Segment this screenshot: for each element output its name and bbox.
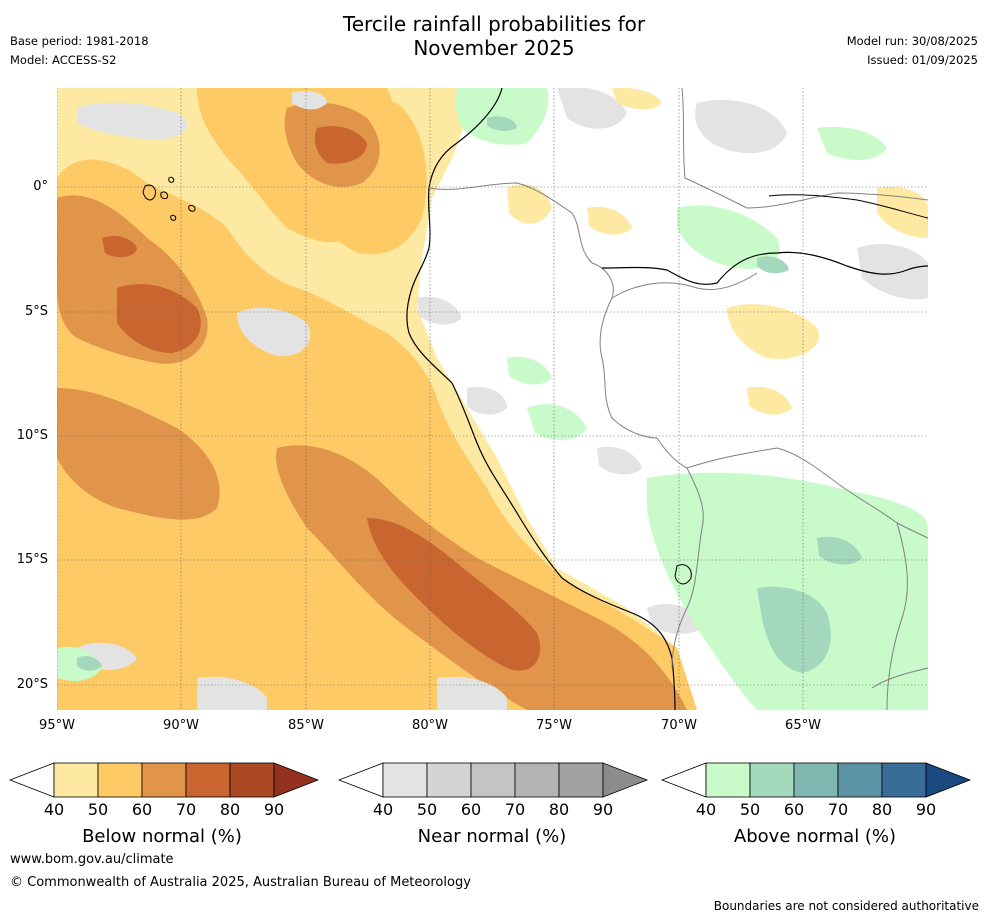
land-below-patches xyxy=(507,88,928,415)
below-normal-colorbar xyxy=(8,762,320,798)
lon-label-85w: 85°W xyxy=(288,718,324,733)
below-50-region-west xyxy=(57,159,697,710)
below-60-region-mid xyxy=(57,388,220,520)
model-text: Model: ACCESS-S2 xyxy=(10,53,117,67)
below-colorbar-tick-50: 50 xyxy=(87,800,109,819)
below-60-region-south xyxy=(276,445,687,710)
below-colorbar-tick-60: 60 xyxy=(131,800,153,819)
near-colorbar-band-40 xyxy=(382,762,428,798)
copyright-text: © Commonwealth of Australia 2025, Austra… xyxy=(10,875,471,890)
header-right: Model run: 30/08/2025 Issued: 01/09/2025 xyxy=(847,32,978,70)
map-gridlines xyxy=(57,88,928,710)
below-70-region-small xyxy=(102,236,137,258)
website-text: www.bom.gov.au/climate xyxy=(10,852,174,867)
below-70-region-coastal xyxy=(367,518,541,671)
below-colorbar-tick-80: 80 xyxy=(219,800,241,819)
near-colorbar-band-80 xyxy=(558,762,604,798)
above-colorbar-tick-50: 50 xyxy=(739,800,761,819)
model-run-text: Model run: 30/08/2025 xyxy=(846,34,978,48)
near-colorbar-tick-90: 90 xyxy=(592,800,614,819)
below-colorbar-tick-90: 90 xyxy=(263,800,285,819)
amazon-river xyxy=(601,251,928,285)
above-colorbar-tick-80: 80 xyxy=(871,800,893,819)
above-normal-title: Above normal (%) xyxy=(733,826,897,847)
lat-label-10s: 10°S xyxy=(16,428,48,443)
lon-label-80w: 80°W xyxy=(412,718,448,733)
above-colorbar-band-50 xyxy=(749,762,795,798)
above-normal-colorbar xyxy=(660,762,972,798)
base-period-text: Base period: 1981-2018 xyxy=(10,34,149,48)
lake-titicaca xyxy=(674,564,692,585)
lon-label-90w: 90°W xyxy=(163,718,199,733)
lon-label-95w: 95°W xyxy=(39,718,75,733)
near-normal-colorbar xyxy=(337,762,649,798)
near-colorbar-low-extend xyxy=(337,762,384,798)
lat-label-0: 0° xyxy=(33,179,48,194)
above-colorbar-tick-40: 40 xyxy=(695,800,717,819)
below-colorbar-band-80 xyxy=(229,762,275,798)
below-70-region-west xyxy=(117,284,201,353)
below-colorbar-high-extend xyxy=(273,762,320,798)
near-colorbar-tick-40: 40 xyxy=(372,800,394,819)
galapagos-islands xyxy=(142,176,196,221)
below-colorbar-low-extend xyxy=(8,762,55,798)
lon-label-65w: 65°W xyxy=(785,718,821,733)
above-colorbar-band-70 xyxy=(837,762,883,798)
near-colorbar-band-60 xyxy=(470,762,516,798)
map-title: Tercile rainfall probabilities for Novem… xyxy=(0,12,988,60)
lat-label-5s: 5°S xyxy=(24,304,48,319)
above-colorbar-band-80 xyxy=(881,762,927,798)
above-colorbar-low-extend xyxy=(660,762,707,798)
rainfall-probability-map xyxy=(57,88,928,710)
near-colorbar-tick-80: 80 xyxy=(548,800,570,819)
lat-label-15s: 15°S xyxy=(16,552,48,567)
near-colorbar-high-extend xyxy=(602,762,649,798)
near-normal-title: Near normal (%) xyxy=(417,826,567,847)
above-colorbar-band-60 xyxy=(793,762,839,798)
above-colorbar-tick-90: 90 xyxy=(915,800,937,819)
above-colorbar-band-40 xyxy=(705,762,751,798)
issued-text: Issued: 01/09/2025 xyxy=(867,53,978,67)
near-colorbar-band-50 xyxy=(426,762,472,798)
below-colorbar-band-40 xyxy=(53,762,99,798)
near-colorbar-tick-60: 60 xyxy=(460,800,482,819)
above-colorbar-tick-60: 60 xyxy=(783,800,805,819)
below-colorbar-band-70 xyxy=(185,762,231,798)
map-title-line1: Tercile rainfall probabilities for xyxy=(342,12,646,36)
country-borders xyxy=(428,88,928,710)
below-colorbar-band-50 xyxy=(97,762,143,798)
below-colorbar-band-60 xyxy=(141,762,187,798)
lon-label-75w: 75°W xyxy=(536,718,572,733)
colorbars xyxy=(8,762,972,798)
amazon-upper-river xyxy=(768,194,928,219)
map-title-line2: November 2025 xyxy=(413,36,575,60)
disclaimer-text: Boundaries are not considered authoritat… xyxy=(713,899,979,913)
header-left: Base period: 1981-2018 Model: ACCESS-S2 xyxy=(10,32,149,70)
near-colorbar-band-70 xyxy=(514,762,560,798)
above-colorbar-high-extend xyxy=(925,762,972,798)
near-colorbar-tick-50: 50 xyxy=(416,800,438,819)
below-normal-title: Below normal (%) xyxy=(82,826,242,847)
below-colorbar-tick-70: 70 xyxy=(175,800,197,819)
near-colorbar-tick-70: 70 xyxy=(504,800,526,819)
lat-label-20s: 20°S xyxy=(16,677,48,692)
below-70-region-north xyxy=(314,126,367,164)
below-colorbar-tick-40: 40 xyxy=(43,800,65,819)
near-normal-patches xyxy=(77,88,928,710)
above-colorbar-tick-70: 70 xyxy=(827,800,849,819)
above-50-patches xyxy=(77,116,862,673)
lon-label-70w: 70°W xyxy=(661,718,697,733)
